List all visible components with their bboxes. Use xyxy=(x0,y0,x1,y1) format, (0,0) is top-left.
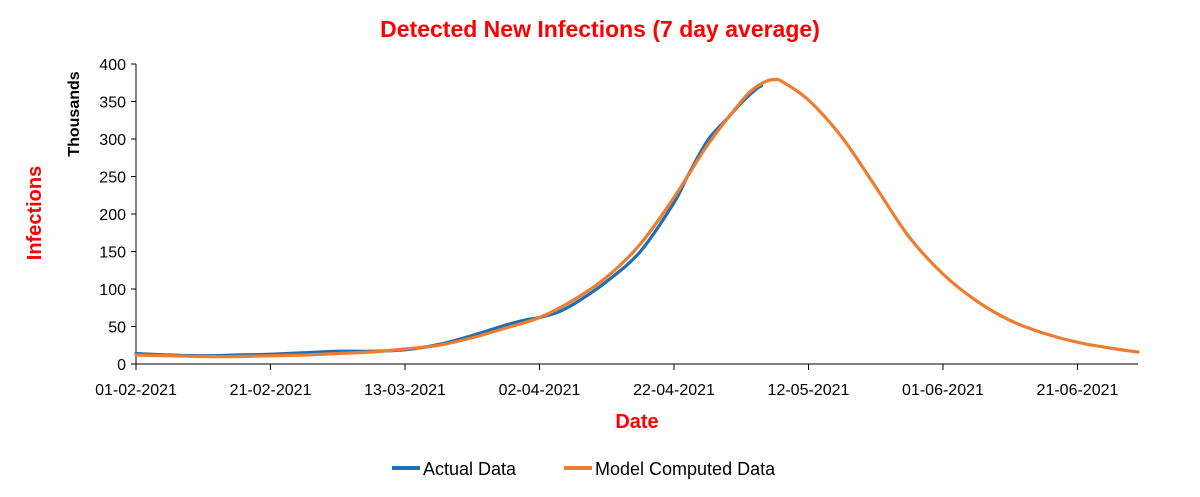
legend-model-label: Model Computed Data xyxy=(595,459,776,479)
y-tick-label: 200 xyxy=(99,207,126,224)
y-tick-label: 50 xyxy=(108,320,126,337)
x-axis-title: Date xyxy=(615,411,658,433)
x-tick-label: 01-06-2021 xyxy=(902,382,984,399)
y-axis-title: Infections xyxy=(24,166,46,260)
x-tick-label: 02-04-2021 xyxy=(499,382,581,399)
x-tick-label: 21-02-2021 xyxy=(230,382,312,399)
legend: Actual Data Model Computed Data xyxy=(392,459,776,479)
series-layer xyxy=(134,77,1140,359)
y-tick-label: 400 xyxy=(99,57,126,74)
y-tick-label: 0 xyxy=(117,357,126,374)
y-tick-label: 350 xyxy=(99,95,126,112)
x-tick-label: 22-04-2021 xyxy=(633,382,715,399)
chart-title: Detected New Infections (7 day average) xyxy=(380,16,820,42)
y-ticks: 0 50 100 150 200 250 300 350 400 xyxy=(99,57,136,374)
axes xyxy=(135,64,1138,365)
legend-actual-label: Actual Data xyxy=(423,459,517,479)
x-tick-label: 21-06-2021 xyxy=(1037,382,1119,399)
y-tick-label: 100 xyxy=(99,282,126,299)
actual-data-line xyxy=(134,84,764,358)
x-tick-label: 01-02-2021 xyxy=(95,382,177,399)
y-tick-label: 150 xyxy=(99,245,126,262)
x-ticks: 01-02-2021 21-02-2021 13-03-2021 02-04-2021… xyxy=(95,364,1119,399)
x-tick-label: 12-05-2021 xyxy=(768,382,850,399)
model-computed-data-line xyxy=(134,77,1140,359)
y-units-label: Thousands xyxy=(66,71,83,156)
y-tick-label: 300 xyxy=(99,132,126,149)
y-tick-label: 250 xyxy=(99,170,126,187)
x-tick-label: 13-03-2021 xyxy=(364,382,446,399)
